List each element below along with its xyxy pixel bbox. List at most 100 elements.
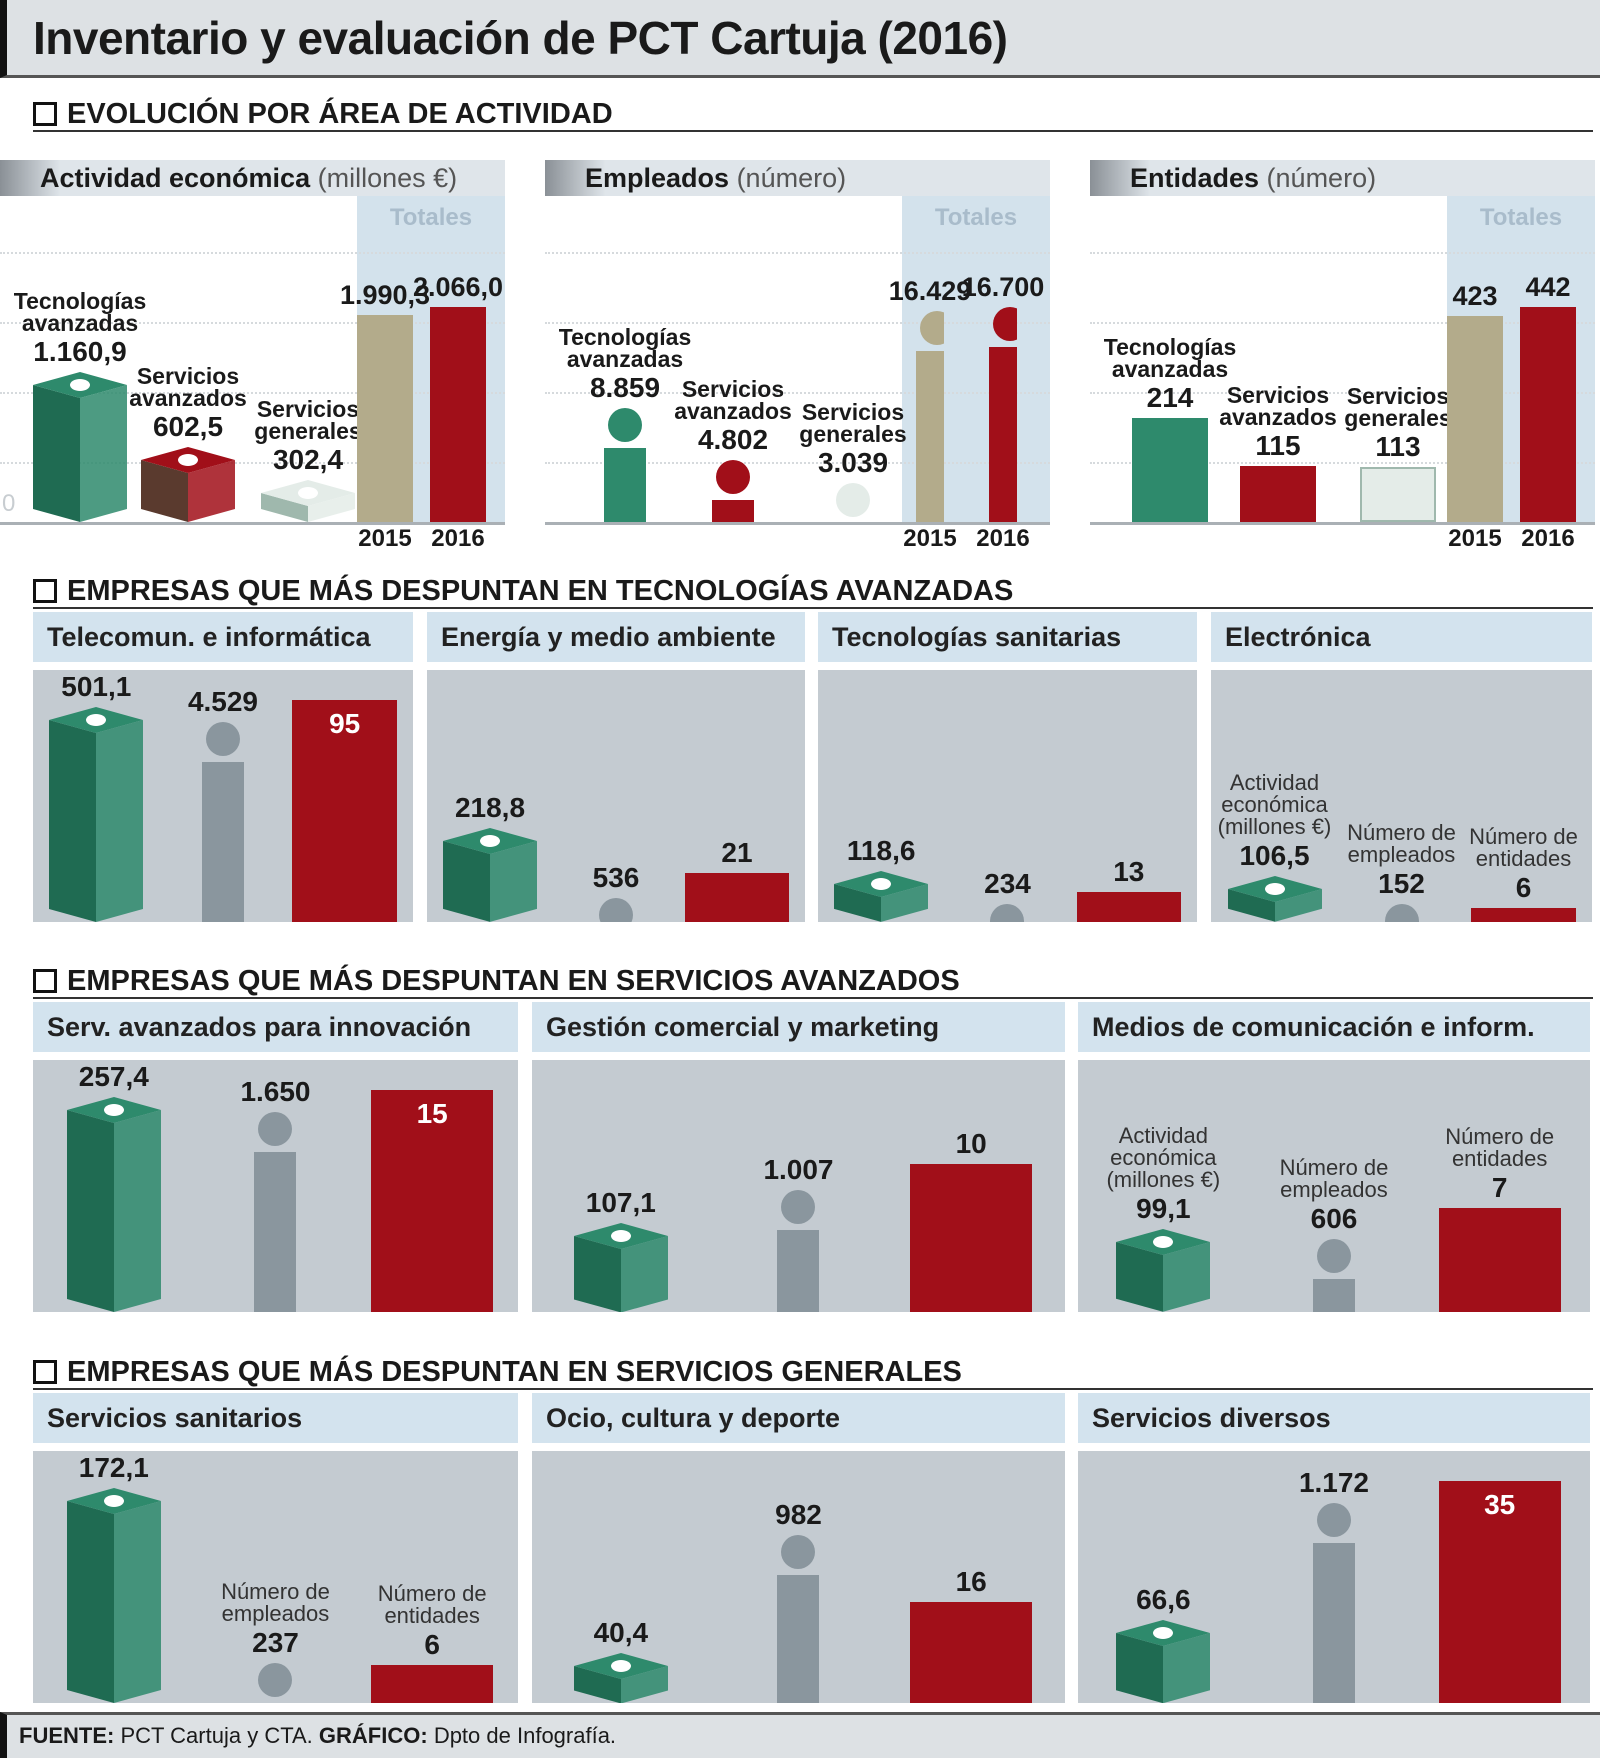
person-legs-gap <box>1007 436 1013 522</box>
person-icon <box>254 1662 296 1703</box>
entities-bar <box>1471 907 1576 922</box>
section-title: EMPRESAS QUE MÁS DESPUNTAN EN TECNOLOGÍA… <box>67 574 1014 607</box>
total-2016: 2.066,0 <box>413 270 503 522</box>
total-value: 2.066,0 <box>412 272 504 302</box>
person-icon <box>595 898 637 922</box>
gridline <box>545 462 1050 464</box>
money-stack-icon <box>573 1652 668 1703</box>
category-value: 113 <box>1375 431 1421 463</box>
person-body <box>201 762 244 922</box>
metric-employees: 982 <box>715 1497 883 1703</box>
metric-employees: 1.007 <box>715 1152 883 1312</box>
person-head <box>836 482 870 517</box>
panel-title: Serv. avanzados para innovación <box>33 1002 518 1052</box>
category-value: 4.802 <box>697 424 769 456</box>
panel-body: 107,1 1.007 10 <box>532 1060 1065 1312</box>
economic-value: 106,5 <box>1239 840 1310 872</box>
metric-label: Actividad económica (millones €) <box>1217 770 1332 840</box>
company-panel: Tecnologías sanitarias 118,6 234 13 <box>818 612 1197 922</box>
person-icon <box>832 482 874 522</box>
panel-body: 257,4 1.650 15 <box>33 1060 518 1312</box>
entities-bar: 95 <box>292 700 397 922</box>
graphic-credit: Dpto de Infografía. <box>433 1723 617 1748</box>
source: PCT Cartuja y CTA. <box>120 1723 313 1748</box>
entities-bar <box>1438 1208 1561 1312</box>
source-label: FUENTE: <box>19 1723 115 1748</box>
total-bar <box>357 314 413 522</box>
metric-entities: 16 <box>887 1564 1055 1703</box>
economic-value: 40,4 <box>593 1616 649 1648</box>
person-head <box>205 722 240 756</box>
category-item: Servicios avanzados 602,5 <box>128 365 248 522</box>
metric-label: Número de empleados <box>221 1578 330 1626</box>
person-head <box>258 1112 293 1146</box>
panel-title: Telecomun. e informática <box>33 612 413 662</box>
chart-actividad: Totales Actividad económica (millones €) 0… <box>0 160 505 560</box>
entities-bar <box>1360 467 1436 522</box>
entities-bar <box>371 1664 494 1703</box>
entities-bar <box>1240 466 1316 522</box>
money-stack-icon <box>1116 1619 1211 1703</box>
employees-value: 237 <box>252 1626 299 1658</box>
category-label: Tecnologías avanzadas <box>13 288 147 336</box>
money-stack-icon <box>33 372 127 522</box>
entities-value: 35 <box>1484 1489 1516 1520</box>
money-stack-icon <box>66 1097 161 1312</box>
total-value: 16.700 <box>961 272 1045 302</box>
economic-value: 501,1 <box>61 671 132 702</box>
metric-economic: Actividad económica (millones €) 106,5 <box>1216 772 1333 922</box>
year-label: 2015 <box>1448 525 1502 552</box>
metric-employees: 1.650 <box>200 1074 352 1312</box>
section-header-tecnologias: EMPRESAS QUE MÁS DESPUNTAN EN TECNOLOGÍA… <box>33 575 1593 609</box>
gridline <box>0 322 505 324</box>
metric-label: Número de entidades <box>1445 1124 1555 1172</box>
baseline <box>0 522 505 525</box>
employees-value: 982 <box>775 1499 822 1531</box>
entities-bar <box>910 1601 1033 1703</box>
total-2016: 16.700 <box>962 270 1044 522</box>
year-label: 2015 <box>903 525 957 552</box>
gridline <box>0 252 505 254</box>
category-item: Tecnologías avanzadas 8.859 <box>555 325 695 522</box>
panel-title: Ocio, cultura y deporte <box>532 1393 1065 1443</box>
person-legs-gap <box>934 437 940 522</box>
person-icon <box>712 460 754 522</box>
category-value: 302,4 <box>272 444 344 475</box>
chart-title: Actividad económica <box>40 163 311 193</box>
category-value: 1.160,9 <box>33 336 127 367</box>
employees-value: 1.172 <box>1298 1467 1370 1498</box>
metric-economic: 257,4 <box>38 1060 190 1312</box>
person-head <box>1316 1238 1351 1273</box>
person-body <box>1312 1543 1355 1703</box>
person-icon <box>989 307 1017 522</box>
metric-employees: Número de empleados 237 <box>200 1578 352 1703</box>
gridline <box>1090 462 1595 464</box>
section-header-servicios-avanzados: EMPRESAS QUE MÁS DESPUNTAN EN SERVICIOS … <box>33 965 1593 999</box>
entities-bar <box>1076 891 1181 922</box>
category-value: 602,5 <box>152 411 224 442</box>
panel-body: 66,6 1.172 35 <box>1078 1451 1590 1703</box>
money-stack-icon <box>834 871 929 922</box>
company-panel: Medios de comunicación e inform. Activida… <box>1078 1002 1590 1312</box>
panel-title: Medios de comunicación e inform. <box>1078 1002 1590 1052</box>
money-stack-icon <box>261 480 355 522</box>
person-body <box>989 347 1017 522</box>
entities-value: 95 <box>329 708 361 739</box>
person-head <box>608 407 642 442</box>
panel-body: Actividad económica (millones €) 106,5 Nú… <box>1211 670 1592 922</box>
title-bar: Inventario y evaluación de PCT Cartuja (… <box>0 0 1600 78</box>
section-title: EMPRESAS QUE MÁS DESPUNTAN EN SERVICIOS … <box>67 1355 962 1388</box>
baseline <box>1090 522 1595 525</box>
person-icon <box>254 1112 297 1312</box>
total-2015: 1.990,3 <box>340 278 430 522</box>
person-legs-gap <box>795 1263 801 1312</box>
section-title: EVOLUCIÓN POR ÁREA DE ACTIVIDAD <box>67 97 613 130</box>
chart-title: Empleados <box>585 163 730 193</box>
chart-header: Empleados (número) <box>545 160 1050 196</box>
metric-entities: 35 <box>1419 1481 1580 1703</box>
entities-value: 10 <box>955 1128 987 1159</box>
totals-label: Totales <box>389 204 473 231</box>
metric-economic: 66,6 <box>1083 1582 1244 1703</box>
employees-value: 606 <box>1310 1202 1358 1234</box>
economic-value: 118,6 <box>846 835 916 867</box>
